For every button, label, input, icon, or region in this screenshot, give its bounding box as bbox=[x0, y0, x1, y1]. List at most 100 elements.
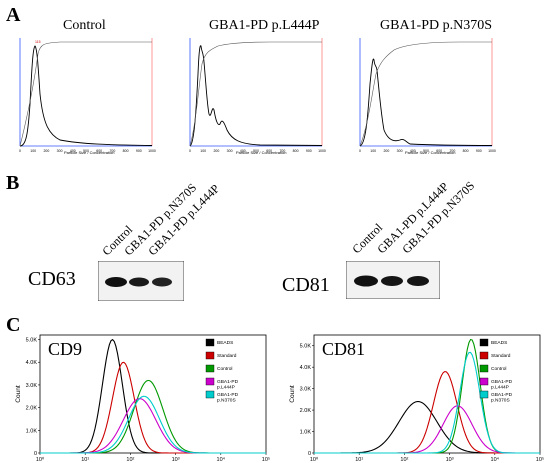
nta-x-tick: 600 bbox=[266, 149, 272, 153]
cd81-band-3 bbox=[407, 276, 429, 286]
nta-plots: 115 0 100 200 300 400 500 600 700 800 900 1000 0 100… bbox=[19, 38, 496, 153]
nta-x-tick: 200 bbox=[383, 149, 389, 153]
y-tick-label: 1.0K bbox=[26, 428, 38, 434]
nta-x-tick: 500 bbox=[423, 149, 429, 153]
nta-xlabel-2: Particle Size / Concentration bbox=[236, 150, 287, 155]
series-line-gba1-pd-p-n370s bbox=[40, 395, 266, 454]
nta-x-tick: 400 bbox=[240, 149, 246, 153]
y-axis-label: Count bbox=[15, 385, 22, 403]
nta-x-tick: 0 bbox=[19, 149, 21, 153]
flow-chart-cd9: 0 1.0K 2.0K 3.0K 4.0K 5.0K Count 10⁰ 10¹ 10² 10³ 10… bbox=[15, 334, 270, 463]
nta-x-tick: 900 bbox=[306, 149, 312, 153]
legend-swatch bbox=[479, 364, 489, 373]
legend-label: GBA1-PD bbox=[217, 392, 239, 398]
y-tick-label: 4.0K bbox=[300, 365, 312, 371]
cd63-label: CD63 bbox=[28, 268, 76, 290]
nta-x-tick: 800 bbox=[293, 149, 299, 153]
nta-x-tick: 500 bbox=[83, 149, 89, 153]
legend-label: Control bbox=[491, 366, 506, 372]
chart-title: CD9 bbox=[48, 339, 82, 359]
y-tick-label: 5.0K bbox=[300, 344, 312, 350]
nta-x-tick: 900 bbox=[476, 149, 482, 153]
nta-x-tick: 300 bbox=[397, 149, 403, 153]
legend-label: BEADS bbox=[217, 340, 233, 346]
cd63-band-1 bbox=[105, 277, 127, 287]
series-line-standard bbox=[40, 361, 266, 454]
x-tick-label: 10¹ bbox=[81, 457, 89, 463]
x-tick-label: 10⁵ bbox=[262, 456, 270, 463]
legend-swatch bbox=[479, 390, 489, 399]
panel-letter-b: B bbox=[6, 172, 20, 194]
x-tick-label: 10³ bbox=[446, 457, 454, 463]
panel-letter-a: A bbox=[6, 4, 21, 26]
x-tick-label: 10¹ bbox=[355, 457, 363, 463]
y-axis-label: Count bbox=[289, 385, 296, 403]
nta-x-tick: 200 bbox=[43, 149, 49, 153]
nta-x-tick: 1000 bbox=[148, 149, 156, 153]
nta-x-tick: 300 bbox=[57, 149, 63, 153]
nta-x-tick: 100 bbox=[370, 149, 376, 153]
nta-x-tick: 100 bbox=[30, 149, 36, 153]
x-tick-label: 10² bbox=[400, 457, 408, 463]
x-tick-label: 10⁴ bbox=[491, 456, 500, 463]
cd81-label: CD81 bbox=[282, 274, 330, 296]
nta-x-tick: 0 bbox=[189, 149, 191, 153]
series-line-control bbox=[40, 379, 266, 454]
nta-x-tick: 800 bbox=[463, 149, 469, 153]
nta-x-tick: 1000 bbox=[488, 149, 496, 153]
legend-label: p.N370S bbox=[491, 398, 510, 404]
panel-a-title-l444p: GBA1-PD p.L444P bbox=[209, 18, 320, 33]
nta-x-tick: 700 bbox=[279, 149, 285, 153]
cd63-blot bbox=[98, 261, 184, 301]
nta-plot-n370s bbox=[359, 38, 493, 147]
legend-swatch bbox=[479, 351, 489, 360]
nta-xlabel-3: Particle Size / Concentration bbox=[405, 150, 456, 155]
nta-x-tick: 900 bbox=[136, 149, 142, 153]
legend-label: Standard bbox=[217, 353, 237, 359]
legend-swatch bbox=[205, 364, 215, 373]
svg-text:115: 115 bbox=[35, 40, 41, 44]
nta-x-tick: 300 bbox=[227, 149, 233, 153]
chart-title: CD81 bbox=[322, 339, 365, 359]
x-tick-label: 10⁰ bbox=[36, 456, 45, 463]
x-tick-label: 10² bbox=[126, 457, 134, 463]
y-tick-label: 0 bbox=[308, 451, 311, 457]
legend-swatch bbox=[479, 377, 489, 386]
nta-x-tick: 100 bbox=[200, 149, 206, 153]
legend-swatch bbox=[205, 390, 215, 399]
y-tick-label: 0 bbox=[34, 451, 37, 457]
legend-swatch bbox=[479, 338, 489, 347]
y-tick-label: 5.0K bbox=[26, 338, 38, 344]
x-tick-label: 10⁴ bbox=[217, 456, 226, 463]
cd63-band-3 bbox=[152, 277, 172, 287]
panel-a-title-control: Control bbox=[63, 18, 106, 33]
nta-x-tick: 0 bbox=[359, 149, 361, 153]
x-tick-label: 10³ bbox=[172, 457, 180, 463]
panel-letter-c: C bbox=[6, 314, 21, 336]
x-tick-label: 10⁰ bbox=[310, 456, 319, 463]
cd81-band-2 bbox=[381, 276, 403, 286]
nta-x-tick: 400 bbox=[70, 149, 76, 153]
y-tick-label: 2.0K bbox=[300, 408, 312, 414]
flow-histograms: 0 1.0K 2.0K 3.0K 4.0K 5.0K Count 10⁰ 10¹ 10² 10³ 10… bbox=[15, 334, 544, 463]
legend-label: p.L444P bbox=[217, 385, 235, 391]
cd63-band-2 bbox=[129, 277, 149, 287]
nta-x-tick: 600 bbox=[436, 149, 442, 153]
cd81-blot bbox=[346, 261, 440, 299]
legend-label: p.N370S bbox=[217, 398, 236, 404]
nta-x-tick: 600 bbox=[96, 149, 102, 153]
nta-x-tick: 1000 bbox=[318, 149, 326, 153]
legend-swatch bbox=[205, 351, 215, 360]
cd81-band-1 bbox=[354, 275, 378, 287]
legend-label: Control bbox=[217, 366, 232, 372]
legend-label: Standard bbox=[491, 353, 511, 359]
y-tick-label: 3.0K bbox=[26, 383, 38, 389]
nta-plot-control: 115 bbox=[19, 38, 153, 147]
series-line-gba1-pd-p-n370s bbox=[314, 351, 540, 454]
y-tick-label: 4.0K bbox=[26, 360, 38, 366]
nta-x-tick: 200 bbox=[213, 149, 219, 153]
nta-xlabel-1: Particle Size / Concentration bbox=[64, 150, 115, 155]
legend-label: GBA1-PD bbox=[491, 379, 513, 385]
x-tick-label: 10⁵ bbox=[536, 456, 544, 463]
legend-swatch bbox=[205, 338, 215, 347]
